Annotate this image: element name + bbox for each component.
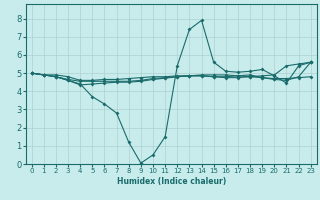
X-axis label: Humidex (Indice chaleur): Humidex (Indice chaleur) — [116, 177, 226, 186]
